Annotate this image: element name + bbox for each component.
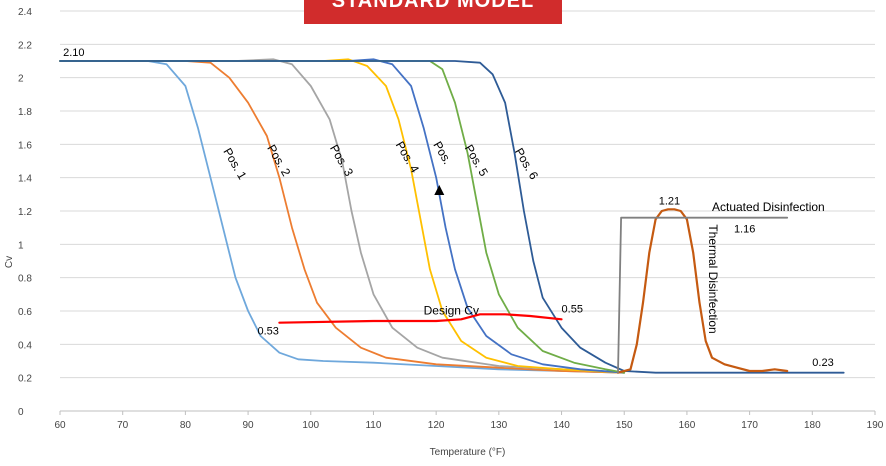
x-tick-label: 180 bbox=[804, 420, 821, 431]
axes: 0 0.2 0.4 0.6 0.8 1 1.2 1.4 1.6 1.8 2 2.2 2.4 60 70 80 9… bbox=[18, 7, 884, 431]
annotation-label: 0.53 bbox=[257, 325, 278, 337]
y-tick-label: 1.2 bbox=[18, 207, 32, 218]
y-tick-label: 1.8 bbox=[18, 107, 32, 118]
y-tick-label: 0.8 bbox=[18, 274, 32, 285]
y-tick-label: 0.6 bbox=[18, 307, 32, 318]
y-tick-label: 2 bbox=[18, 74, 24, 85]
y-tick-label: 1.6 bbox=[18, 140, 32, 151]
annotation-label: Design Cv bbox=[424, 303, 479, 317]
annotation-label: Pos. 3 bbox=[327, 142, 356, 179]
annotation-label: Actuated Disinfection bbox=[712, 200, 825, 214]
x-tick-label: 120 bbox=[428, 420, 445, 431]
series-line-pos-2 bbox=[59, 60, 626, 374]
y-tick-label: 0.2 bbox=[18, 374, 32, 385]
x-tick-label: 60 bbox=[54, 420, 66, 431]
annotation-label: 1.16 bbox=[734, 224, 755, 236]
x-axis-title: Temperature (°F) bbox=[430, 447, 506, 458]
x-tick-label: 170 bbox=[741, 420, 758, 431]
x-tick-label: 90 bbox=[243, 420, 255, 431]
series-line-unlabeled-5 bbox=[59, 60, 626, 374]
series-line-thermal-disinfection bbox=[616, 208, 789, 374]
model-banner: STANDARD MODEL bbox=[304, 0, 562, 24]
axis-labels: Temperature (°F) Cv bbox=[4, 256, 505, 458]
annotation-label: Pos. 2 bbox=[264, 142, 293, 179]
series-line-pos-1 bbox=[59, 60, 626, 374]
triangle-marker bbox=[434, 185, 445, 195]
series-line-pos-3 bbox=[59, 58, 626, 374]
x-tick-label: 110 bbox=[365, 420, 381, 431]
annotation-label: Pos. 5 bbox=[462, 142, 491, 179]
x-tick-label: 140 bbox=[553, 420, 570, 431]
series-line-design-cv bbox=[278, 313, 563, 324]
series-line-actuated-disinfection bbox=[617, 216, 789, 374]
annotation-label: Thermal Disinfection bbox=[706, 224, 720, 333]
annotation-label: Pos. bbox=[430, 139, 454, 167]
x-tick-label: 130 bbox=[491, 420, 508, 431]
annotation-label: 1.21 bbox=[659, 195, 680, 207]
annotation-label: 0.23 bbox=[812, 357, 833, 369]
y-tick-label: 2.4 bbox=[18, 7, 32, 18]
y-axis-title: Cv bbox=[4, 256, 15, 268]
series-line-pos-5 bbox=[59, 58, 626, 374]
y-tick-label: 2.2 bbox=[18, 40, 32, 51]
y-tick-label: 0 bbox=[18, 407, 24, 418]
series-lines bbox=[59, 58, 845, 374]
annotation-label: 0.55 bbox=[562, 304, 583, 316]
series-line-pos-4 bbox=[59, 58, 626, 374]
x-tick-label: 80 bbox=[180, 420, 192, 431]
banner-text: STANDARD MODEL bbox=[331, 0, 535, 12]
x-tick-label: 150 bbox=[616, 420, 633, 431]
annotation-label: 2.10 bbox=[63, 47, 84, 59]
x-tick-label: 160 bbox=[679, 420, 696, 431]
x-tick-label: 70 bbox=[117, 420, 129, 431]
y-tick-label: 1 bbox=[18, 240, 24, 251]
y-tick-label: 0.4 bbox=[18, 340, 32, 351]
x-tick-label: 190 bbox=[867, 420, 884, 431]
y-tick-label: 1.4 bbox=[18, 174, 32, 185]
x-tick-label: 100 bbox=[302, 420, 319, 431]
annotation-label: Pos. 1 bbox=[220, 146, 249, 183]
